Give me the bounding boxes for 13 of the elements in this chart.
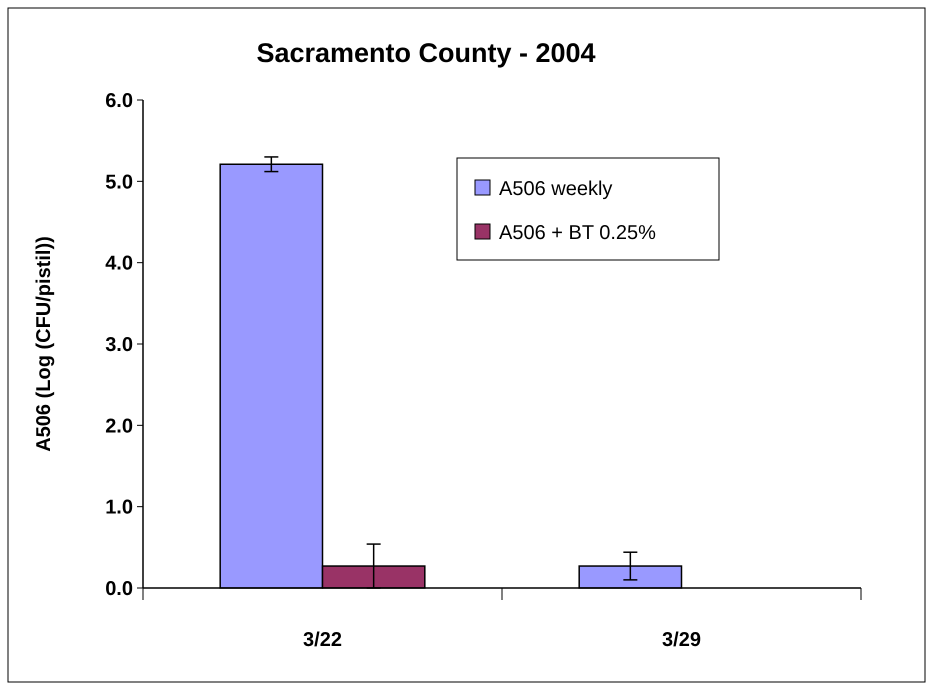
y-tick-label: 5.0	[105, 171, 133, 194]
y-tick-label: 6.0	[105, 90, 133, 112]
y-tick-label: 2.0	[105, 415, 133, 438]
y-tick-label: 0.0	[105, 578, 133, 600]
y-tick-label: 3.0	[105, 334, 133, 356]
y-tick-label: 1.0	[105, 496, 133, 519]
x-tick-label: 3/29	[662, 629, 701, 651]
y-tick-label: 4.0	[105, 252, 133, 275]
legend-label: A506 + BT 0.25%	[499, 222, 656, 244]
chart-title: Sacramento County - 2004	[256, 38, 596, 68]
legend-label: A506 weekly	[499, 178, 612, 200]
x-tick-label: 3/22	[303, 629, 342, 651]
y-axis-title: A506 (Log (CFU/pistil))	[33, 236, 55, 452]
